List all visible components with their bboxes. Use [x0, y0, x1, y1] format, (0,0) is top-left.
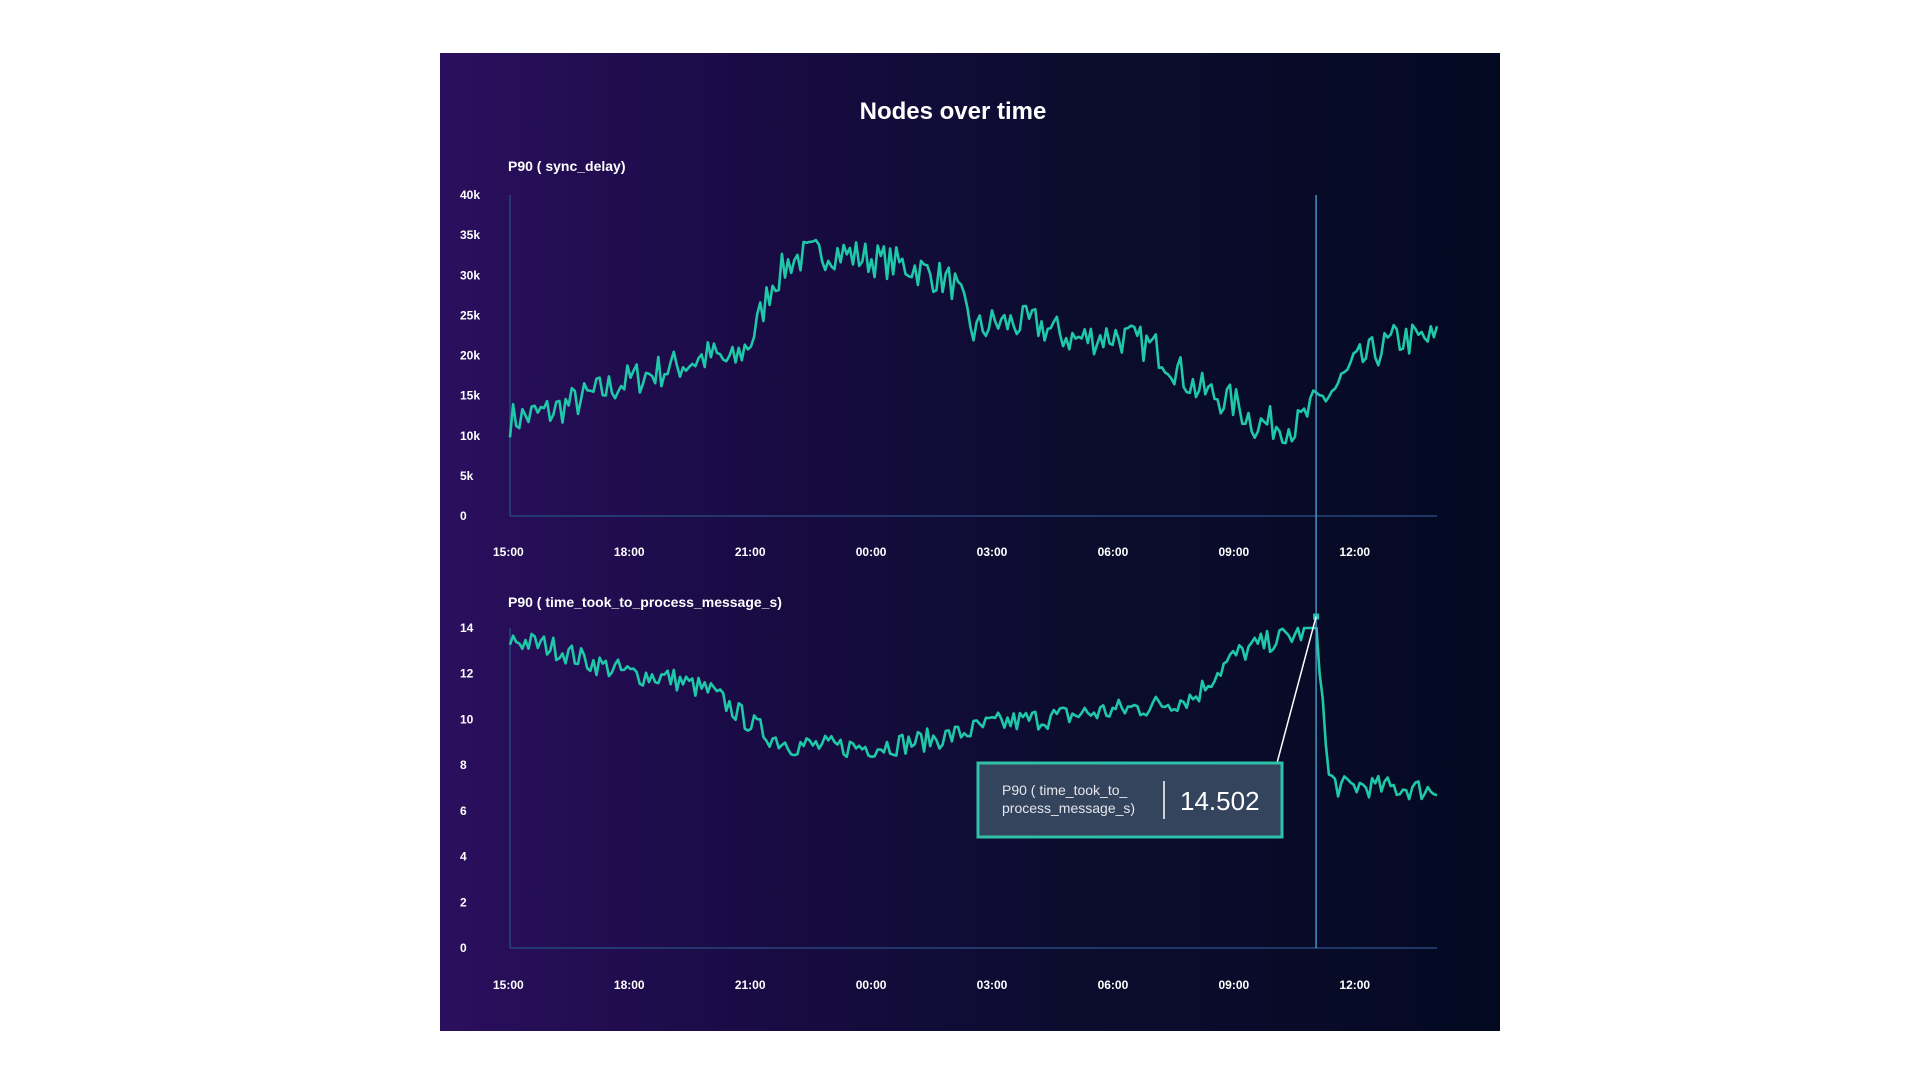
tooltip: P90 ( time_took_to_ process_message_s) 1…: [976, 616, 1317, 839]
x-tick-label: 03:00: [977, 978, 1008, 992]
x-tick-label: 21:00: [735, 545, 766, 559]
x-tick-label: 12:00: [1339, 978, 1370, 992]
y-tick-label: 40k: [460, 188, 480, 202]
tooltip-value: 14.502: [1180, 786, 1260, 816]
y-tick-label: 8: [460, 758, 467, 772]
tooltip-series-name-line-1: P90 ( time_took_to_: [1002, 782, 1128, 798]
x-tick-label: 00:00: [856, 545, 887, 559]
x-tick-label: 09:00: [1218, 545, 1249, 559]
x-tick-label: 06:00: [1098, 545, 1129, 559]
y-tick-label: 25k: [460, 308, 480, 322]
tooltip-box: [976, 761, 1284, 839]
y-tick-label: 30k: [460, 268, 480, 282]
y-tick-label: 14: [460, 621, 474, 635]
y-tick-label: 2: [460, 895, 467, 909]
chart-process-time: 0 2 4 6 8 10 12 14 15:00 18:00 21:00 00:00 03:00 06:0…: [460, 613, 1438, 992]
x-tick-label: 18:00: [614, 978, 645, 992]
chart-panel: Nodes over time P90 ( sync_delay) P90 ( …: [440, 53, 1500, 1031]
x-tick-label: 06:00: [1098, 978, 1129, 992]
chart-title: Nodes over time: [860, 98, 1047, 125]
x-tick-label: 09:00: [1218, 978, 1249, 992]
chart-svg: Nodes over time P90 ( sync_delay) P90 ( …: [460, 98, 1439, 992]
y-tick-label: 20k: [460, 349, 480, 363]
y-tick-label: 6: [460, 804, 467, 818]
y-tick-label: 35k: [460, 228, 480, 242]
x-tick-label: 15:00: [493, 545, 524, 559]
y-tick-label: 10k: [460, 429, 480, 443]
y-tick-label: 0: [460, 941, 467, 955]
y-tick-label: 4: [460, 850, 467, 864]
series-line: [508, 626, 1438, 801]
subtitle-sync-delay: P90 ( sync_delay): [508, 158, 626, 174]
tooltip-connector: [1276, 616, 1317, 764]
tooltip-series-name-line-2: process_message_s): [1002, 800, 1135, 816]
x-tick-label: 18:00: [614, 545, 645, 559]
y-tick-label: 12: [460, 667, 474, 681]
x-tick-label: 03:00: [977, 545, 1008, 559]
x-tick-label: 15:00: [493, 978, 524, 992]
y-tick-label: 5k: [460, 469, 474, 483]
x-tick-label: 21:00: [735, 978, 766, 992]
series-line: [508, 238, 1439, 445]
x-tick-label: 12:00: [1339, 545, 1370, 559]
subtitle-process-time: P90 ( time_took_to_process_message_s): [508, 594, 782, 610]
chart-sync-delay: 0 5k 10k 15k 20k 25k 30k 35k 40k 15:00 18:00 21:00 0…: [460, 188, 1439, 559]
y-tick-label: 0: [460, 509, 467, 523]
y-tick-label: 15k: [460, 389, 480, 403]
y-tick-label: 10: [460, 712, 474, 726]
x-tick-label: 00:00: [856, 978, 887, 992]
